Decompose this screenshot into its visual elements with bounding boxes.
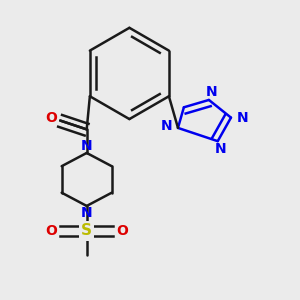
Text: N: N <box>206 85 217 99</box>
Text: O: O <box>45 224 57 238</box>
Text: N: N <box>81 139 92 153</box>
Text: N: N <box>236 111 248 124</box>
Text: N: N <box>161 119 172 134</box>
Text: O: O <box>45 111 57 124</box>
Text: N: N <box>215 142 226 156</box>
Text: N: N <box>81 206 92 220</box>
Text: O: O <box>117 224 129 238</box>
Text: S: S <box>81 224 92 238</box>
